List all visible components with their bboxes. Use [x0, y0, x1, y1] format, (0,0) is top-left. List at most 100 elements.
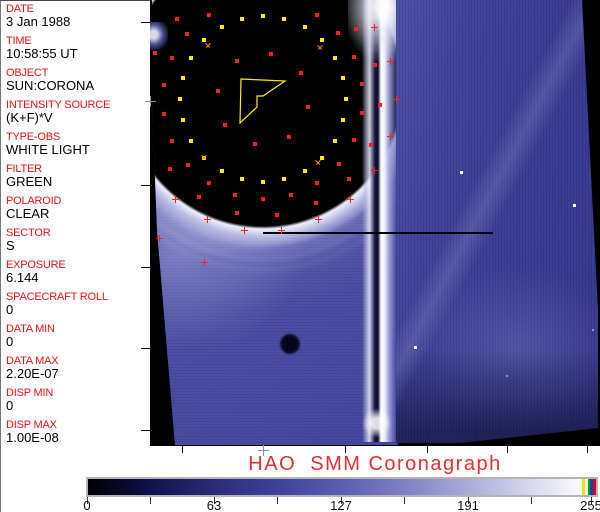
fiducial-cross — [172, 196, 180, 203]
colorbar-tick-label: 63 — [206, 498, 222, 512]
frame-tick-left — [141, 348, 150, 349]
fiducial-dot — [207, 181, 212, 186]
fiducial-dot — [306, 104, 311, 109]
fiducial-dot — [189, 138, 194, 143]
fiducial-dot — [377, 103, 382, 108]
field-value: GREEN — [6, 174, 53, 189]
fiducial-cross — [371, 167, 379, 175]
corona-left-panel — [152, 0, 398, 446]
fiducial-dot — [233, 193, 238, 198]
fiducial-cross — [240, 227, 248, 235]
plus-bar — [150, 96, 151, 107]
colorbar-minor-tick — [277, 497, 278, 504]
cross-bar — [395, 95, 397, 103]
fiducial-dot — [253, 142, 257, 147]
metadata-field: DATA MIN 0 — [6, 323, 150, 349]
metadata-field: TIME 10:58:55 UT — [6, 35, 150, 61]
metadata-field: DATE 3 Jan 1988 — [6, 3, 150, 29]
fiducial-dot — [302, 168, 307, 173]
fiducial-dot — [344, 97, 348, 101]
frame-tick-left — [141, 185, 150, 186]
cross-bar — [349, 196, 351, 203]
metadata-sidebar: DATE 3 Jan 1988 TIME 10:58:55 UT OBJECT SUN:C… — [0, 0, 150, 512]
field-value: 10:58:55 UT — [6, 46, 78, 61]
metadata-field: SPACECRAFT ROLL 0 — [6, 291, 150, 317]
field-label: DATA MIN — [6, 323, 55, 335]
fiducial-dot — [261, 196, 266, 201]
fiducial-dot — [354, 26, 359, 31]
fiducial-dot — [346, 176, 351, 181]
fiducial-cross — [346, 196, 354, 203]
field-value: 3 Jan 1988 — [6, 14, 71, 29]
fiducial-dot — [223, 123, 228, 128]
fiducial-dot — [275, 213, 280, 218]
image-frame-bottom — [150, 445, 600, 446]
colorbar-tick-label: 0 — [83, 498, 91, 512]
fiducial-cross — [392, 95, 400, 103]
page-title: HAO SMM Coronagraph — [248, 453, 502, 475]
metadata-field: OBJECT SUN:CORONA — [6, 67, 150, 93]
field-value: (K+F)*V — [6, 110, 53, 125]
fiducial-dot — [170, 138, 175, 143]
fiducial-polygon — [239, 78, 287, 125]
colorbar-tick — [468, 497, 469, 504]
fiducial-dot — [319, 155, 324, 160]
dark-blob-artifact — [278, 332, 302, 356]
occulter-pylon — [362, 0, 396, 442]
colorbar-stripe — [593, 479, 596, 495]
cross-bar — [158, 234, 160, 242]
metadata-field: POLAROID CLEAR — [6, 195, 150, 221]
fiducial-dot — [359, 82, 364, 87]
fiducial-dot — [153, 51, 158, 56]
fiducial-dot — [413, 345, 417, 349]
frame-tick-left — [141, 22, 150, 23]
colorbar-minor-tick — [150, 497, 151, 504]
fiducial-dot — [341, 118, 346, 123]
fiducial-dot — [287, 134, 292, 139]
corona-right-panel — [396, 0, 598, 443]
field-label: EXPOSURE — [6, 259, 66, 271]
metadata-field: DISP MAX 1.00E-08 — [6, 419, 150, 445]
fiducial-dot — [314, 201, 319, 206]
colorbar-tick-label: 191 — [457, 498, 479, 512]
fiducial-dot — [314, 12, 319, 17]
colorbar-stripe — [590, 479, 593, 495]
fiducial-dot — [282, 16, 287, 21]
fiducial-dot — [268, 51, 273, 56]
frame-tick-bottom — [182, 446, 183, 453]
cross-bar — [243, 227, 245, 235]
cross-bar — [374, 167, 376, 175]
fiducial-dot — [298, 70, 303, 75]
fiducial-dot — [239, 177, 244, 182]
field-label: DISP MAX — [6, 419, 57, 431]
colorbar-tick — [341, 497, 342, 504]
metadata-field: TYPE-OBS WHITE LIGHT — [6, 131, 150, 157]
fiducial-dot — [178, 97, 182, 101]
fiducial-dot — [351, 55, 356, 60]
pylon-bottom-glow — [362, 408, 392, 438]
fiducial-dot — [282, 177, 287, 182]
fiducial-dot — [175, 17, 180, 22]
coronagraph-image — [150, 0, 600, 446]
fiducial-cross — [200, 258, 208, 266]
fiducial-dot — [219, 168, 224, 173]
fiducial-dot — [180, 118, 185, 123]
metadata-field: EXPOSURE 6.144 — [6, 259, 150, 285]
frame-tick-bottom — [427, 446, 428, 453]
frame-tick-bottom — [345, 446, 346, 453]
fiducial-dot — [185, 31, 190, 36]
colorbar-tick-label: 127 — [330, 498, 352, 512]
fiducial-dot — [202, 38, 207, 43]
edge-smudge — [150, 22, 168, 50]
field-label: TIME — [6, 35, 32, 47]
field-value: SUN:CORONA — [6, 78, 95, 93]
colorbar-gradient — [88, 479, 596, 495]
fiducial-dot — [332, 55, 337, 60]
metadata-field: INTENSITY SOURCE (K+F)*V — [6, 99, 150, 125]
field-value: 0 — [6, 334, 14, 349]
fiducial-dot — [169, 55, 174, 60]
cross-bar — [203, 258, 205, 266]
cross-bar — [281, 227, 283, 235]
field-value: WHITE LIGHT — [6, 142, 90, 157]
fiducial-dot — [167, 167, 172, 172]
